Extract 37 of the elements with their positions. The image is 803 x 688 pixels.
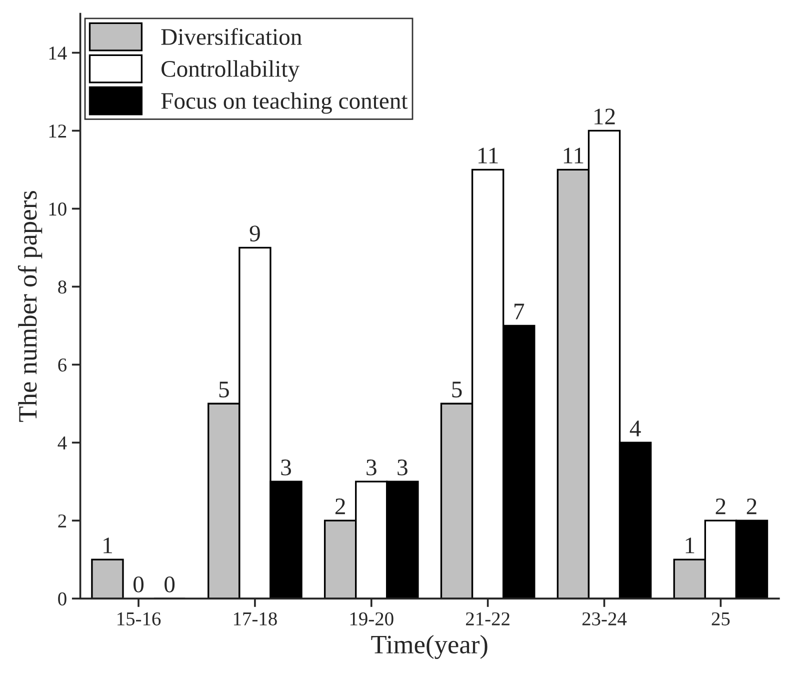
y-tick-label: 12 bbox=[49, 124, 66, 138]
data-label: 3 bbox=[398, 460, 408, 476]
data-label: 2 bbox=[716, 498, 726, 514]
data-label: 9 bbox=[250, 226, 260, 242]
data-label: 1 bbox=[686, 538, 694, 554]
data-label: 3 bbox=[366, 460, 376, 476]
y-tick-label: 14 bbox=[49, 46, 67, 60]
data-label: 12 bbox=[594, 108, 615, 124]
y-tick-label: 4 bbox=[58, 436, 67, 450]
x-axis-title: Time(year) bbox=[371, 634, 488, 659]
data-label: 5 bbox=[219, 382, 229, 398]
data-label: 11 bbox=[564, 148, 584, 164]
legend-label: Diversification bbox=[161, 28, 302, 45]
data-label: 3 bbox=[281, 460, 291, 476]
x-tick-label: 19-20 bbox=[350, 612, 394, 626]
y-axis-title: The number of papers bbox=[18, 190, 42, 422]
y-tick-label: 6 bbox=[58, 358, 67, 372]
y-tick-label: 8 bbox=[58, 280, 66, 294]
y-tick-label: 0 bbox=[58, 592, 66, 606]
data-label: 5 bbox=[452, 382, 462, 398]
data-label: 0 bbox=[134, 576, 144, 592]
x-tick-label: 21-22 bbox=[466, 612, 510, 626]
legend-label: Focus on teaching content bbox=[161, 92, 408, 114]
data-label: 11 bbox=[478, 148, 498, 164]
y-tick-label: 2 bbox=[58, 514, 66, 528]
data-label: 2 bbox=[335, 498, 345, 514]
legend-label: Controllability bbox=[162, 60, 300, 82]
data-label: 1 bbox=[104, 538, 112, 554]
data-label: 2 bbox=[746, 498, 756, 514]
data-label: 7 bbox=[514, 304, 524, 320]
data-label: 4 bbox=[630, 420, 641, 436]
data-label: 0 bbox=[164, 576, 175, 592]
x-tick-label: 23-24 bbox=[582, 612, 627, 626]
x-tick-label: 25 bbox=[712, 612, 730, 626]
y-tick-label: 10 bbox=[49, 202, 66, 216]
x-tick-label: 17-18 bbox=[234, 612, 277, 626]
x-tick-label: 15-16 bbox=[118, 612, 161, 626]
